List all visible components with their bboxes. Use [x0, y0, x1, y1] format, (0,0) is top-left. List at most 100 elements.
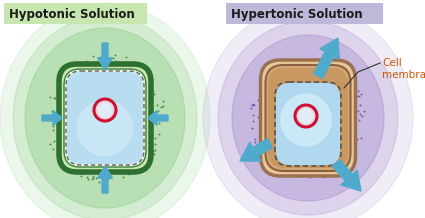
- Point: [338, 158, 345, 162]
- Text: Hypotonic Solution: Hypotonic Solution: [9, 7, 135, 20]
- Point: [74, 162, 81, 166]
- Point: [83, 134, 90, 137]
- Ellipse shape: [218, 21, 398, 215]
- Point: [63, 153, 70, 157]
- Point: [150, 149, 156, 153]
- Point: [300, 95, 306, 98]
- Point: [261, 148, 268, 151]
- FancyArrow shape: [240, 139, 272, 161]
- Point: [129, 171, 136, 175]
- Point: [106, 144, 113, 147]
- Point: [346, 146, 352, 150]
- Point: [262, 89, 269, 93]
- Point: [156, 132, 163, 136]
- Point: [125, 146, 132, 150]
- Point: [79, 132, 86, 135]
- Point: [81, 95, 88, 99]
- Point: [51, 139, 58, 143]
- Point: [123, 55, 130, 59]
- Point: [314, 154, 321, 157]
- Point: [83, 60, 90, 63]
- Point: [135, 161, 142, 165]
- Point: [357, 103, 364, 107]
- Point: [278, 63, 285, 66]
- Point: [249, 113, 256, 116]
- FancyArrow shape: [314, 38, 339, 78]
- Point: [332, 170, 339, 174]
- Point: [58, 138, 65, 141]
- Point: [97, 80, 104, 83]
- Point: [123, 95, 130, 98]
- Point: [348, 149, 355, 152]
- Point: [312, 107, 319, 111]
- Point: [347, 78, 354, 82]
- Point: [338, 165, 345, 169]
- Point: [258, 90, 265, 94]
- Point: [135, 118, 142, 121]
- Point: [106, 76, 113, 80]
- Point: [93, 177, 99, 180]
- Point: [332, 63, 339, 66]
- Ellipse shape: [232, 35, 384, 201]
- Point: [355, 90, 362, 93]
- Point: [160, 104, 167, 108]
- Point: [130, 139, 136, 143]
- Point: [342, 80, 349, 83]
- Point: [110, 84, 117, 87]
- Point: [320, 136, 326, 139]
- Point: [273, 69, 280, 73]
- Point: [75, 126, 82, 129]
- Point: [56, 99, 62, 102]
- Point: [329, 133, 336, 137]
- Point: [352, 90, 359, 94]
- Point: [103, 149, 110, 153]
- Point: [252, 137, 259, 140]
- Point: [60, 90, 67, 93]
- Point: [135, 156, 142, 159]
- FancyBboxPatch shape: [261, 60, 355, 176]
- FancyArrow shape: [332, 160, 361, 191]
- FancyBboxPatch shape: [266, 65, 351, 171]
- Point: [80, 171, 87, 174]
- Point: [68, 70, 75, 73]
- Point: [258, 103, 264, 106]
- Point: [97, 55, 104, 59]
- Point: [312, 146, 319, 150]
- Point: [310, 58, 317, 62]
- FancyArrow shape: [97, 166, 113, 193]
- Ellipse shape: [98, 103, 112, 117]
- Point: [52, 96, 59, 100]
- Point: [144, 87, 150, 90]
- Point: [67, 65, 74, 69]
- Point: [350, 132, 357, 136]
- Point: [303, 59, 309, 63]
- Point: [361, 110, 368, 113]
- Point: [89, 176, 96, 180]
- Point: [59, 162, 66, 165]
- Point: [282, 66, 289, 70]
- Ellipse shape: [77, 100, 133, 155]
- Point: [66, 114, 73, 118]
- Point: [290, 98, 297, 101]
- Point: [319, 61, 326, 65]
- Point: [50, 128, 57, 131]
- Point: [331, 118, 337, 121]
- Point: [78, 174, 85, 178]
- Point: [296, 97, 303, 101]
- Point: [342, 71, 348, 74]
- Point: [323, 120, 329, 123]
- Point: [320, 175, 327, 179]
- Point: [358, 136, 365, 139]
- Point: [348, 152, 355, 156]
- Point: [261, 79, 267, 83]
- Point: [327, 105, 334, 108]
- Point: [269, 79, 275, 82]
- Point: [280, 172, 287, 175]
- Point: [130, 160, 136, 164]
- Point: [142, 81, 149, 84]
- Point: [149, 110, 156, 114]
- Point: [319, 62, 326, 65]
- Point: [265, 149, 272, 153]
- Point: [58, 79, 65, 82]
- Point: [110, 93, 116, 97]
